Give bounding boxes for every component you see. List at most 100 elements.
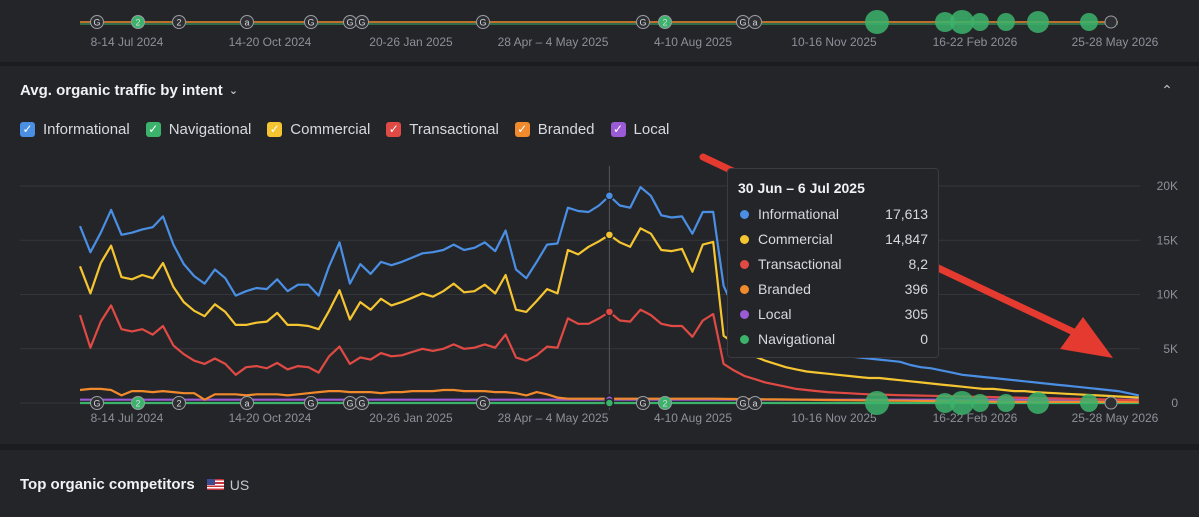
traffic-by-intent-panel: [0, 66, 1199, 444]
tooltip-dot: [740, 259, 749, 269]
tooltip-title: 30 Jun – 6 Jul 2025: [738, 180, 865, 196]
tooltip-label: Commercial: [758, 231, 833, 247]
x-tick-label: 20-26 Jan 2025: [369, 411, 453, 425]
green-bubble-marker-icon: [971, 394, 989, 412]
mini-annotation-marker-icon: [476, 15, 490, 29]
checkbox-icon[interactable]: ✓: [610, 122, 626, 137]
checkbox-icon[interactable]: ✓: [386, 122, 402, 137]
mini-x-tick-label: 16-22 Feb 2026: [933, 35, 1018, 49]
chevron-down-icon[interactable]: ⌄: [228, 85, 239, 97]
x-tick-label: 14-20 Oct 2024: [229, 411, 312, 425]
legend-label: Navigational: [168, 121, 252, 138]
y-tick-label: 10K: [1157, 288, 1178, 302]
annotation-marker-label: 2: [662, 399, 667, 409]
annotation-marker-icon: [1104, 396, 1118, 410]
green-bubble-marker-icon: [935, 393, 955, 413]
annotation-marker-label: G: [739, 18, 746, 28]
red-arrow-head-icon: [1060, 317, 1113, 358]
tooltip-value: 17,613: [885, 206, 928, 222]
tooltip-row-commercial: Commercial 14,847: [740, 229, 928, 249]
annotation-marker-label: 2: [135, 399, 140, 409]
competitors-header: Top organic competitors US: [20, 476, 249, 493]
collapse-icon[interactable]: ⌃: [1161, 82, 1173, 98]
annotation-marker-label: G: [639, 18, 646, 28]
legend-item-branded[interactable]: ✓ Branded: [514, 121, 595, 138]
annotation-marker-label: G: [358, 399, 365, 409]
annotation-marker-icon: [172, 396, 186, 410]
legend-item-transactional[interactable]: ✓ Transactional: [386, 121, 499, 138]
x-tick-label: 8-14 Jul 2024: [91, 411, 164, 425]
mini-annotation-marker-icon: [636, 15, 650, 29]
mini-annotation-marker-icon: [131, 15, 145, 29]
mini-x-tick-label: 25-28 May 2026: [1072, 35, 1159, 49]
mini-x-tick-label: 4-10 Aug 2025: [654, 35, 732, 49]
tooltip-dot: [740, 309, 749, 319]
annotation-marker-label: 2: [662, 18, 667, 28]
legend-item-informational[interactable]: ✓ Informational: [20, 121, 130, 138]
annotation-marker-icon: [355, 396, 369, 410]
legend-label: Branded: [537, 121, 595, 138]
legend-item-local[interactable]: ✓ Local: [610, 121, 670, 138]
tooltip-dot: [740, 334, 749, 344]
section-divider: [0, 62, 1199, 66]
annotation-marker-icon: [90, 396, 104, 410]
annotation-marker-label: G: [346, 18, 353, 28]
legend-label: Local: [633, 121, 670, 138]
mini-x-tick-label: 14-20 Oct 2024: [229, 35, 312, 49]
annotation-marker-label: 2: [135, 18, 140, 28]
annotation-marker-label: G: [739, 399, 746, 409]
region-label[interactable]: US: [229, 476, 250, 493]
series-legend: ✓ Informational ✓ Navigational ✓ Commerc…: [20, 121, 685, 138]
tooltip-value: 396: [904, 281, 928, 297]
tooltip-dot: [740, 209, 749, 219]
checkbox-icon[interactable]: ✓: [20, 122, 35, 137]
tooltip-label: Informational: [758, 206, 839, 222]
x-tick-label: 4-10 Aug 2025: [654, 411, 732, 425]
checkbox-icon[interactable]: ✓: [267, 122, 283, 137]
mini-x-tick-label: 10-16 Nov 2025: [791, 35, 877, 49]
tooltip-label: Local: [758, 306, 792, 322]
tooltip-value: 8,2: [908, 256, 928, 272]
mini-annotation-marker-icon: [355, 15, 369, 29]
green-bubble-marker-icon: [997, 13, 1015, 31]
panel-title[interactable]: Avg. organic traffic by intent ⌄: [20, 82, 238, 99]
annotation-marker-label: 2: [176, 399, 181, 409]
checkbox-icon[interactable]: ✓: [514, 122, 530, 137]
green-bubble-marker-icon: [865, 10, 889, 34]
hover-point-navigational: [604, 398, 615, 408]
hover-point-commercial: [604, 230, 615, 240]
green-bubble-marker-icon: [935, 12, 955, 32]
annotation-marker-label: a: [752, 18, 757, 28]
annotation-marker-icon: [304, 396, 318, 410]
tooltip-row-navigational: Navigational 0: [740, 329, 928, 349]
annotation-marker-label: a: [752, 399, 757, 409]
tooltip-label: Branded: [758, 281, 811, 297]
mini-annotation-marker-icon: [658, 15, 672, 29]
tooltip-row-branded: Branded 396: [740, 279, 928, 299]
annotation-marker-label: a: [244, 18, 249, 28]
x-tick-label: 28 Apr – 4 May 2025: [498, 411, 609, 425]
legend-label: Informational: [43, 121, 130, 138]
y-tick-label: 5K: [1163, 342, 1178, 356]
annotation-marker-label: G: [479, 18, 486, 28]
green-bubble-marker-icon: [997, 394, 1015, 412]
mini-annotation-marker-icon: [748, 15, 762, 29]
hover-point-informational: [604, 191, 615, 201]
green-bubble-marker-icon: [1027, 11, 1049, 33]
annotation-marker-icon: [240, 396, 254, 410]
mini-annotation-marker-icon: [240, 15, 254, 29]
legend-item-navigational[interactable]: ✓ Navigational: [145, 121, 252, 138]
green-bubble-marker-icon: [971, 13, 989, 31]
checkbox-icon[interactable]: ✓: [145, 122, 161, 137]
hover-point-transactional: [604, 307, 615, 317]
tooltip-label: Navigational: [758, 331, 836, 347]
top-mini-chart-strip: [0, 0, 1199, 62]
green-bubble-marker-icon: [1080, 13, 1098, 31]
mini-annotation-marker-icon: [90, 15, 104, 29]
mini-x-tick-label: 8-14 Jul 2024: [91, 35, 164, 49]
legend-item-commercial[interactable]: ✓ Commercial: [267, 121, 370, 138]
annotation-marker-label: G: [346, 399, 353, 409]
y-tick-label: 20K: [1157, 179, 1178, 193]
annotation-marker-icon: [636, 396, 650, 410]
